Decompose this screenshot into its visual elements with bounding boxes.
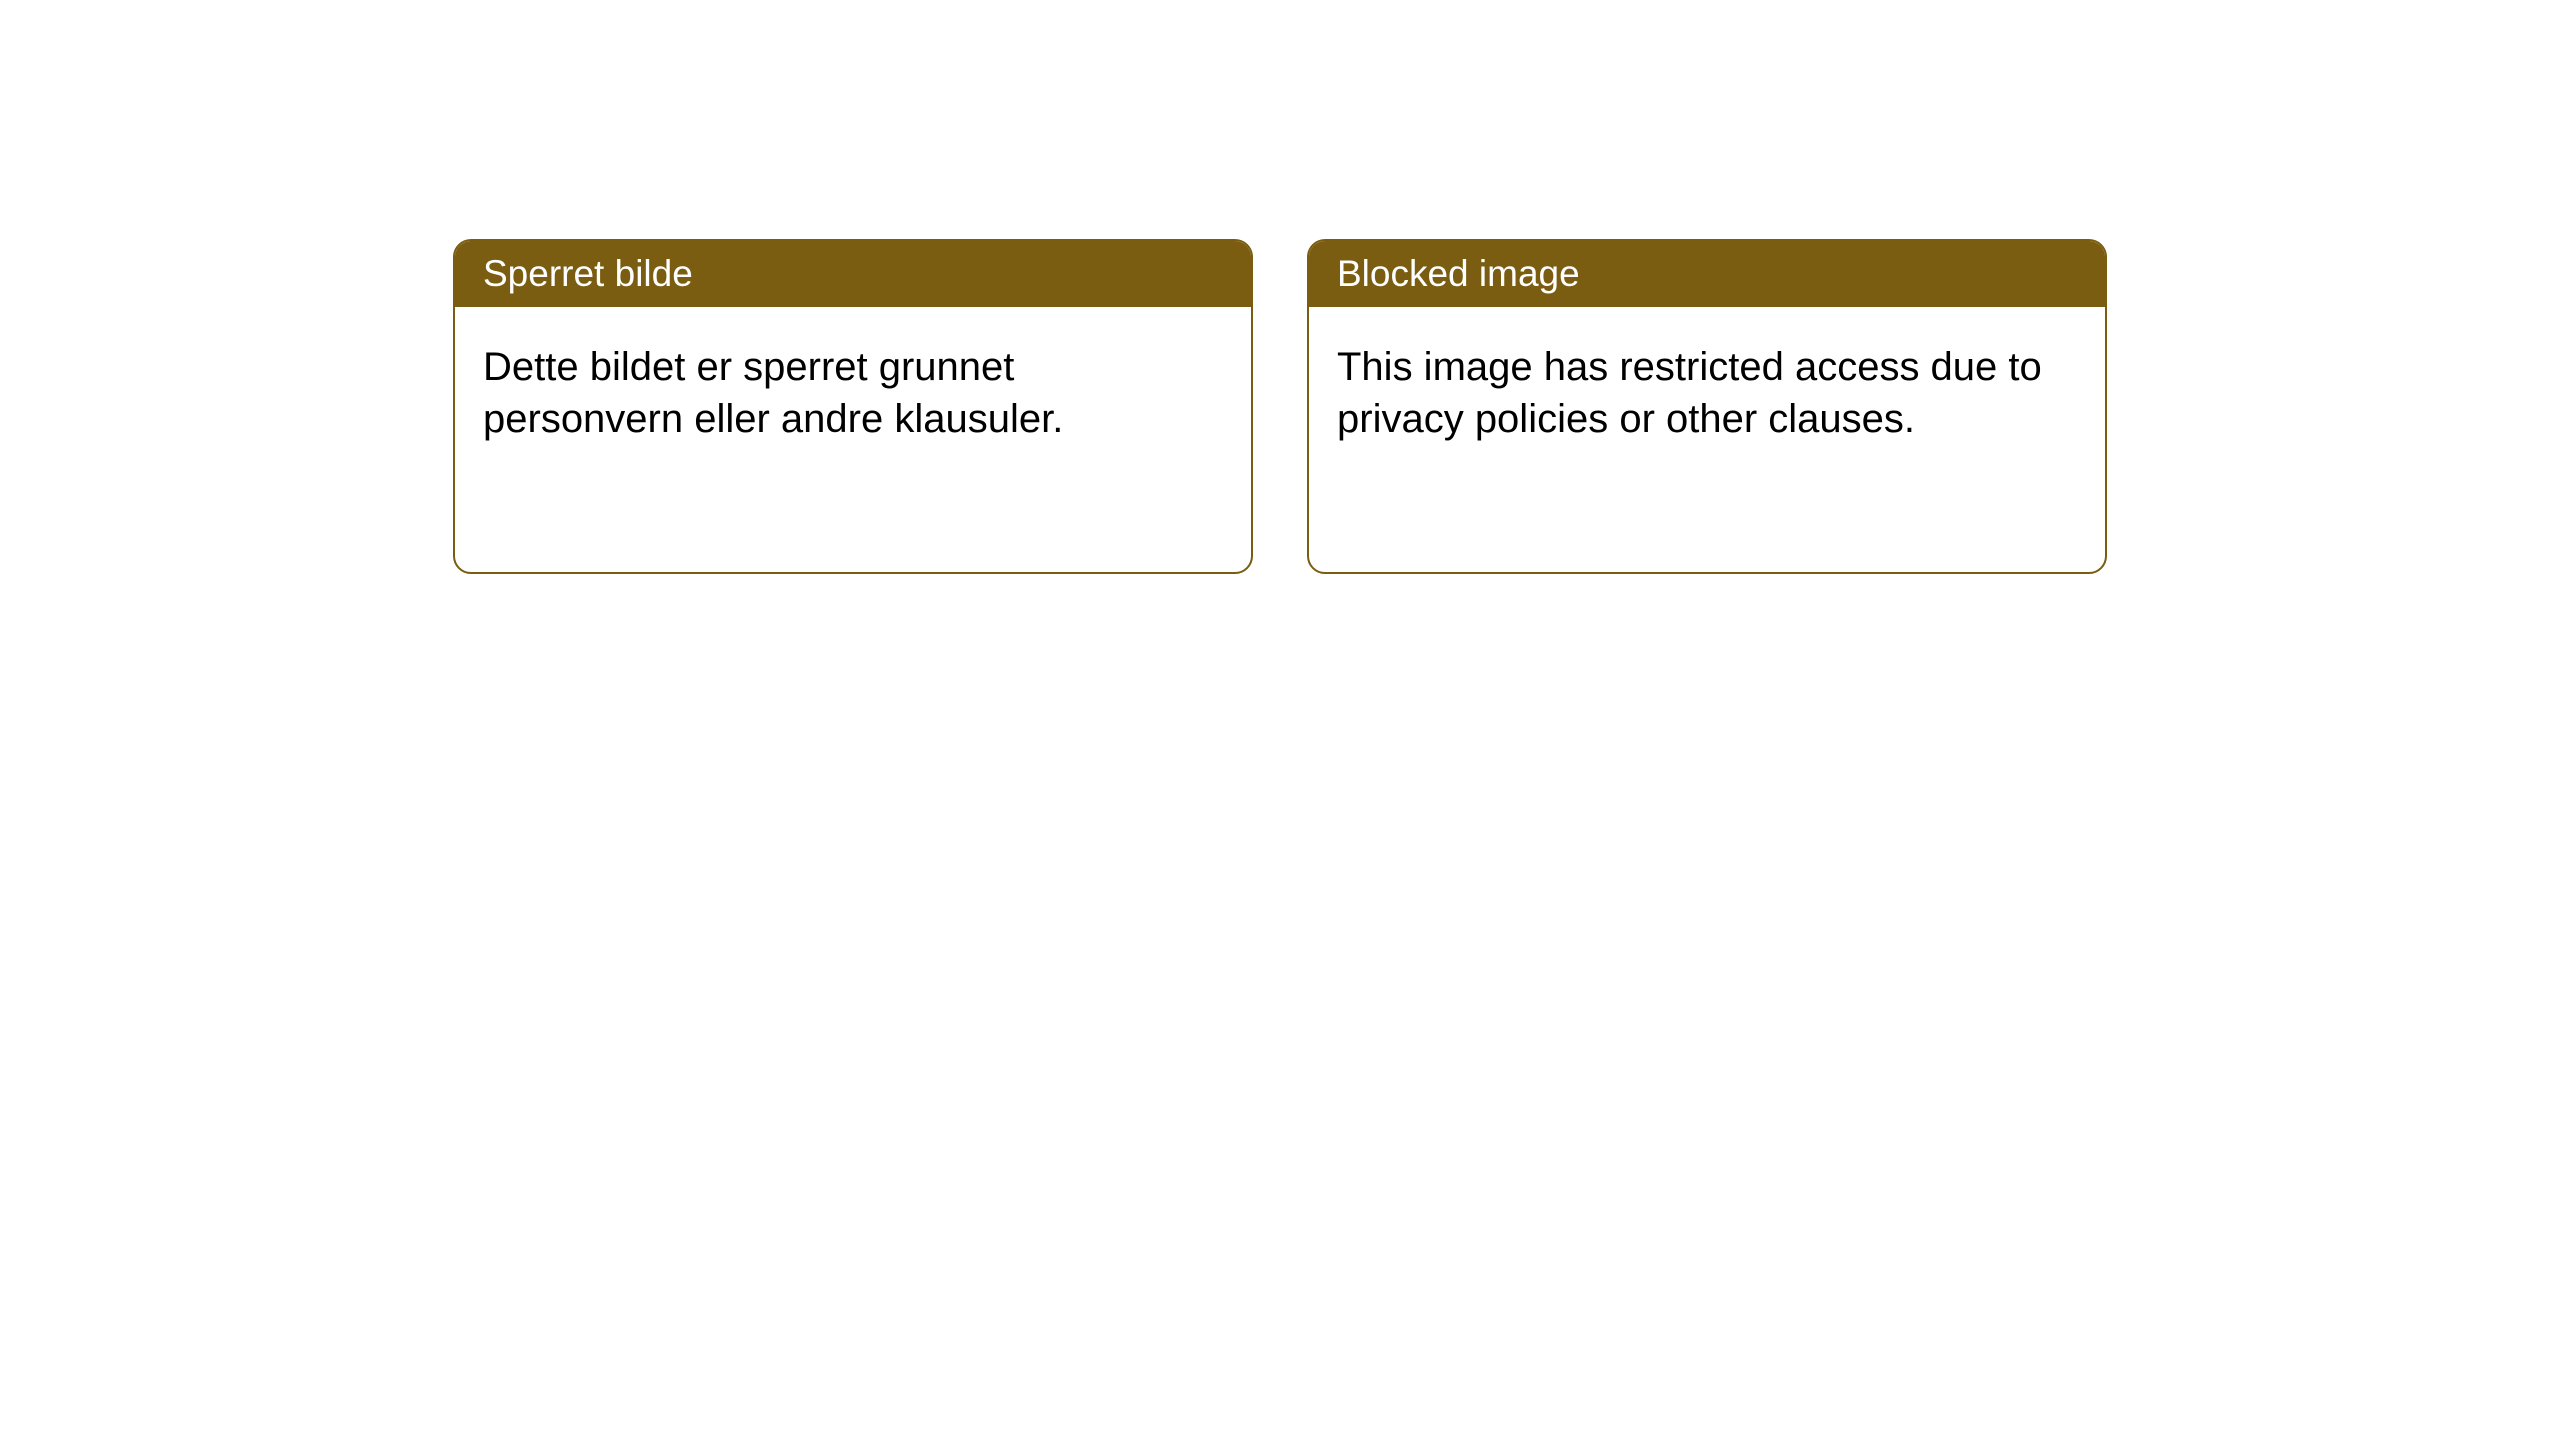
- notice-body-english: This image has restricted access due to …: [1309, 307, 2105, 479]
- notice-text-english: This image has restricted access due to …: [1337, 345, 2042, 441]
- notice-card-norwegian: Sperret bilde Dette bildet er sperret gr…: [453, 239, 1253, 574]
- notice-title-english: Blocked image: [1337, 253, 1580, 294]
- notice-body-norwegian: Dette bildet er sperret grunnet personve…: [455, 307, 1251, 479]
- notice-text-norwegian: Dette bildet er sperret grunnet personve…: [483, 345, 1063, 441]
- notice-header-english: Blocked image: [1309, 241, 2105, 307]
- notice-container: Sperret bilde Dette bildet er sperret gr…: [453, 239, 2107, 574]
- notice-title-norwegian: Sperret bilde: [483, 253, 693, 294]
- notice-header-norwegian: Sperret bilde: [455, 241, 1251, 307]
- notice-card-english: Blocked image This image has restricted …: [1307, 239, 2107, 574]
